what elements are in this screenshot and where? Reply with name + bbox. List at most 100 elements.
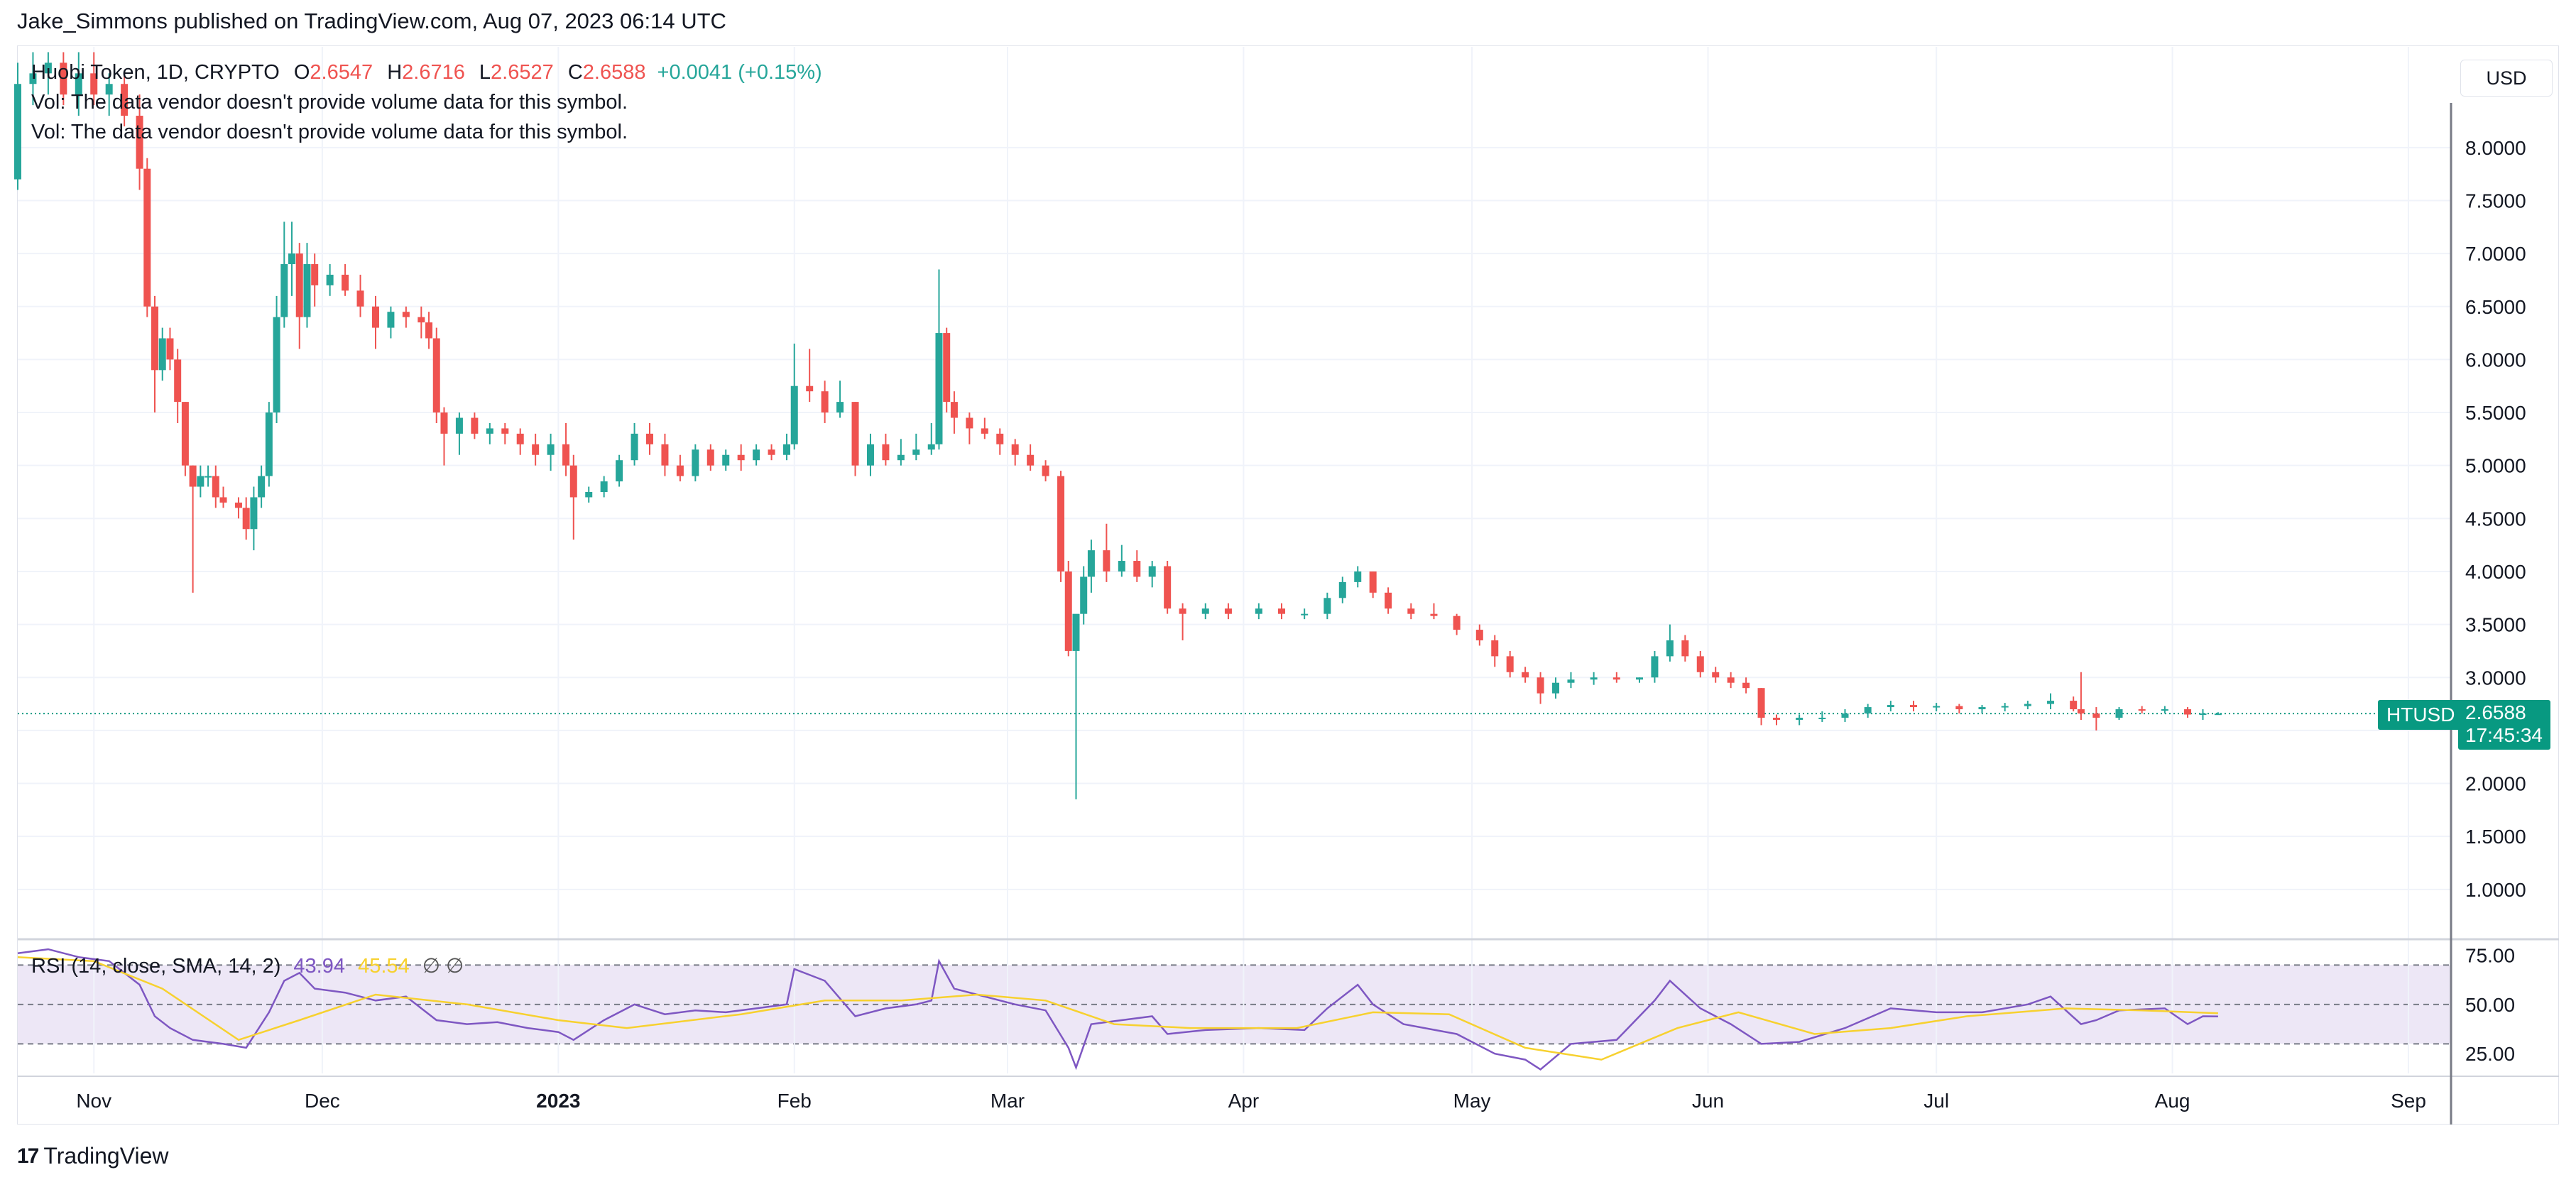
candle [1133,550,1141,582]
candle [288,221,296,296]
rsi-line [17,948,2218,1071]
candle-body [532,444,540,455]
candle-body [1255,608,1262,614]
candle [1757,688,1765,726]
candle-body [121,84,129,116]
candle [912,433,920,461]
candle [966,412,973,444]
candle [783,433,791,461]
rsi-label[interactable]: RSI (14, close, SMA, 14, 2) [31,955,281,978]
candle [1978,705,1986,714]
tradingview-logo[interactable]: 17 TradingView [17,1143,168,1169]
candle [2092,707,2100,731]
candles [14,52,2222,799]
candle [1635,677,1643,683]
price-tick-label: 6.5000 [2465,296,2526,318]
last-price-value: 2.6588 [2465,701,2526,723]
candle-body [1772,717,1780,720]
candle [676,454,684,482]
candle-body [2214,713,2222,716]
candle-body [1818,717,1826,719]
candle-body [258,476,266,498]
candle [204,465,212,487]
price-tick-label: 1.0000 [2465,879,2526,901]
candle [706,444,714,471]
price-tick-label: 4.0000 [2465,561,2526,583]
rsi-lines [17,948,2218,1071]
candle [90,52,98,106]
candle-body [2161,709,2168,711]
chart-frame[interactable] [17,45,2559,1125]
candle [1164,561,1172,614]
candle [1179,603,1186,640]
candle-body [273,317,280,413]
candle [1552,677,1560,699]
candle [1742,677,1750,694]
candle [1354,566,1362,588]
candle [532,433,540,466]
price-tick-label: 5.5000 [2465,402,2526,424]
candle [387,306,395,339]
candle [2161,706,2168,714]
candle-body [501,428,509,434]
low-label: L [479,61,491,84]
currency-button[interactable]: USD [2460,60,2553,97]
candle-body [250,497,258,530]
candle-body [265,412,273,476]
candle-body [342,274,349,291]
candle [692,444,699,482]
candle-body [1224,608,1232,614]
candle-body [455,417,463,434]
candle-body [1324,598,1331,614]
rsi-legend: RSI (14, close, SMA, 14, 2) 43.94 45.54 … [31,953,464,978]
candle-body [1552,682,1560,694]
candle-body [1567,679,1575,683]
candle-body [897,454,905,461]
candle [2001,703,2009,712]
time-tick-label: Sep [2391,1090,2426,1112]
candle-body [174,359,182,403]
candle [1864,704,1872,718]
candle-body [1864,707,1872,714]
candle-body [1354,571,1362,582]
candle [1506,650,1514,678]
candle [2138,706,2146,714]
high-value: 2.6716 [402,61,465,84]
candle-body [1011,444,1019,455]
candle-body [303,264,311,317]
candle-body [2024,704,2031,706]
candle [927,422,935,455]
candle-body [1087,550,1095,577]
symbol-name[interactable]: Huobi Token, 1D, CRYPTO [31,61,280,84]
candle [516,428,524,455]
candle [151,295,159,413]
candle [326,264,334,296]
candle [311,253,319,307]
price-tick-label: 7.0000 [2465,243,2526,265]
candle [486,422,493,444]
candle-body [790,385,798,444]
price-tick-label: 5.0000 [2465,455,2526,477]
candle [1338,576,1346,603]
candle-body [996,433,1004,444]
candle-body [440,412,448,434]
candle-body [1887,705,1894,708]
publisher-header: Jake_Simmons published on TradingView.co… [17,9,726,33]
candle-body [1612,677,1620,680]
candle-body [882,444,890,461]
candle [1278,603,1286,620]
candle [569,454,577,540]
candle [1027,444,1035,471]
candle-body [516,433,524,444]
time-tick-label: Jun [1692,1090,1724,1112]
tradingview-logo-text: TradingView [43,1143,169,1169]
candle-body [1201,608,1209,614]
candle [402,306,410,328]
candle-body [166,338,174,360]
candle-body [1537,677,1544,694]
candle-body [1757,688,1765,718]
candle-body [1651,656,1659,678]
candle [646,422,654,455]
candle-body [966,417,973,429]
